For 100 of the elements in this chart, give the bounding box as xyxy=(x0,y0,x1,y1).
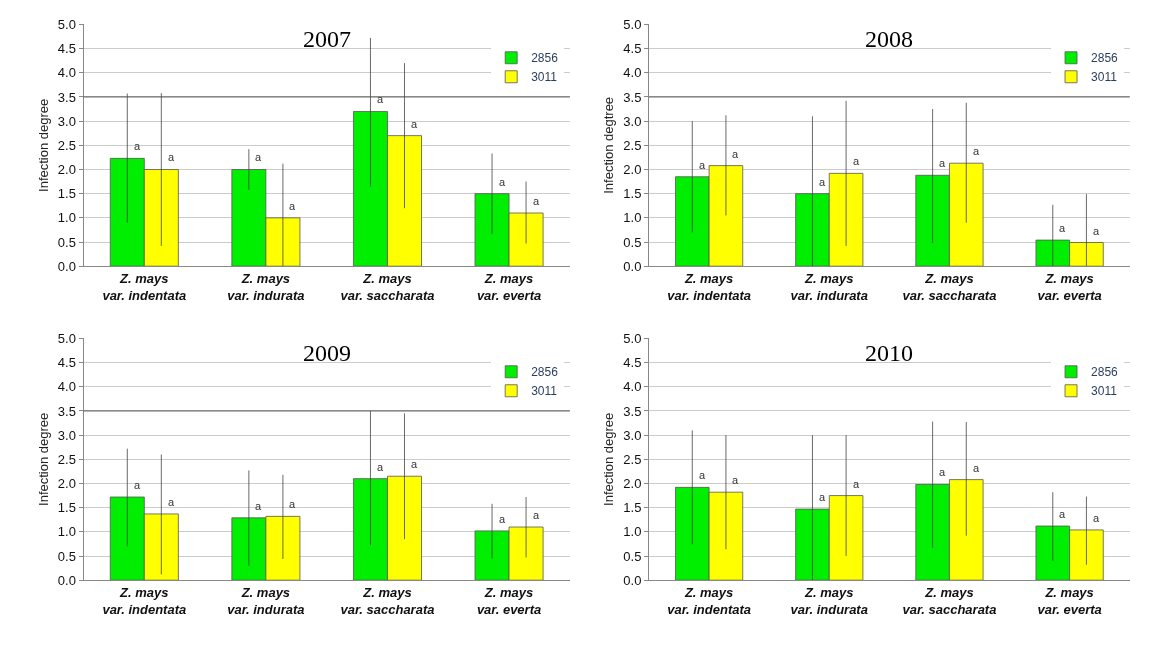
x-tick-label: Z. mays var. indentata xyxy=(667,270,751,303)
x-tick-label: Z. mays var. indurata xyxy=(790,270,868,303)
data-label: a xyxy=(819,176,826,188)
chart-title: 2007 xyxy=(303,26,351,52)
data-label: a xyxy=(533,509,540,521)
data-label: a xyxy=(1059,508,1066,520)
x-tick-label: Z. mays var. indurata xyxy=(790,584,868,617)
y-axis-title: Infection degree xyxy=(601,412,617,506)
y-tick-label: 4.0 xyxy=(57,65,76,81)
y-tick-label: 3.5 xyxy=(57,403,76,419)
data-label: a xyxy=(939,466,946,478)
y-tick-label: 3.5 xyxy=(623,89,642,105)
legend-label: 2856 xyxy=(531,51,559,66)
data-label: a xyxy=(699,469,706,481)
data-label: a xyxy=(168,496,175,508)
x-tick-label: Z. mays var. everta xyxy=(1037,270,1102,303)
x-tick-label: Z. mays var. everta xyxy=(476,270,542,303)
x-tick-label: Z. mays var. everta xyxy=(476,584,542,617)
y-tick-label: 0.0 xyxy=(623,258,642,274)
data-label: a xyxy=(973,462,980,474)
data-label: a xyxy=(1093,225,1100,237)
data-label: a xyxy=(411,118,418,130)
y-tick-label: 3.0 xyxy=(57,113,76,129)
x-tick-label: Z. mays var. saccharata xyxy=(902,584,997,617)
data-label: a xyxy=(255,500,262,512)
y-tick-label: 5.0 xyxy=(57,330,76,346)
y-tick-label: 3.0 xyxy=(623,427,642,443)
data-label: a xyxy=(255,151,262,163)
data-label: a xyxy=(134,479,141,491)
y-tick-label: 2.5 xyxy=(623,451,642,467)
x-tick-label: Z. mays var. indentata xyxy=(667,584,751,617)
data-label: a xyxy=(377,461,384,473)
y-tick-label: 4.0 xyxy=(57,379,76,395)
y-tick-label: 5.0 xyxy=(623,16,642,32)
y-tick-label: 0.5 xyxy=(57,234,76,250)
data-label: a xyxy=(499,513,506,525)
data-label: a xyxy=(289,498,296,510)
y-tick-label: 0.0 xyxy=(623,572,642,588)
data-label: a xyxy=(732,148,739,160)
y-tick-label: 0.0 xyxy=(57,572,76,588)
chart-title: 2010 xyxy=(865,340,913,366)
data-label: a xyxy=(973,145,980,157)
x-tick-label: Z. mays var. everta xyxy=(1037,584,1102,617)
y-tick-label: 1.5 xyxy=(623,186,642,202)
legend-label: 3011 xyxy=(1091,70,1118,85)
y-tick-label: 2.0 xyxy=(623,162,642,178)
data-label: a xyxy=(533,195,540,207)
x-tick-label: Z. mays var. saccharata xyxy=(340,270,435,303)
x-tick-label: Z. mays var. saccharata xyxy=(902,270,997,303)
data-label: a xyxy=(377,93,384,105)
y-tick-label: 0.5 xyxy=(623,548,642,564)
y-tick-label: 3.0 xyxy=(57,427,76,443)
data-label: a xyxy=(134,140,141,152)
y-tick-label: 1.0 xyxy=(57,524,76,540)
y-tick-label: 4.5 xyxy=(623,41,642,57)
data-label: a xyxy=(853,478,860,490)
x-tick-label: Z. mays var. indentata xyxy=(102,270,187,303)
y-tick-label: 5.0 xyxy=(57,16,76,32)
y-tick-label: 4.0 xyxy=(623,379,642,395)
data-label: a xyxy=(499,176,506,188)
y-tick-label: 1.5 xyxy=(57,186,76,202)
legend-label: 3011 xyxy=(531,384,558,399)
data-label: a xyxy=(411,458,418,470)
y-tick-label: 1.0 xyxy=(623,210,642,226)
y-tick-label: 4.5 xyxy=(57,355,76,371)
y-tick-label: 2.0 xyxy=(57,162,76,178)
legend-label: 2856 xyxy=(1091,51,1119,66)
legend-label: 2856 xyxy=(531,365,559,380)
data-label: a xyxy=(699,159,706,171)
data-label: a xyxy=(732,474,739,486)
y-tick-label: 0.5 xyxy=(57,548,76,564)
legend-label: 3011 xyxy=(531,70,558,85)
y-axis-title: Infection degree xyxy=(35,98,51,192)
y-tick-label: 1.5 xyxy=(623,500,642,516)
data-label: a xyxy=(939,157,946,169)
data-label: a xyxy=(853,155,860,167)
y-tick-label: 3.0 xyxy=(623,113,642,129)
chart-title: 2008 xyxy=(865,26,913,52)
y-tick-label: 1.0 xyxy=(57,210,76,226)
y-tick-label: 2.5 xyxy=(623,137,642,153)
chart-title: 2009 xyxy=(303,340,351,366)
y-tick-label: 0.0 xyxy=(57,258,76,274)
y-tick-label: 3.5 xyxy=(623,403,642,419)
data-label: a xyxy=(819,491,826,503)
y-axis-title: Infection degree xyxy=(35,412,51,506)
data-label: a xyxy=(168,151,175,163)
y-tick-label: 2.0 xyxy=(57,476,76,492)
y-axis-title: Infection degtree xyxy=(601,96,617,194)
x-tick-label: Z. mays var. indurata xyxy=(227,584,305,617)
x-tick-label: Z. mays var. saccharata xyxy=(340,584,435,617)
y-tick-label: 4.0 xyxy=(623,65,642,81)
y-tick-label: 0.5 xyxy=(623,234,642,250)
y-tick-label: 1.5 xyxy=(57,500,76,516)
y-tick-label: 2.5 xyxy=(57,451,76,467)
legend-label: 2856 xyxy=(1091,365,1119,380)
y-tick-label: 2.0 xyxy=(623,476,642,492)
y-tick-label: 1.0 xyxy=(623,524,642,540)
x-tick-label: Z. mays var. indurata xyxy=(227,270,305,303)
data-label: a xyxy=(289,200,296,212)
legend-label: 3011 xyxy=(1091,384,1118,399)
